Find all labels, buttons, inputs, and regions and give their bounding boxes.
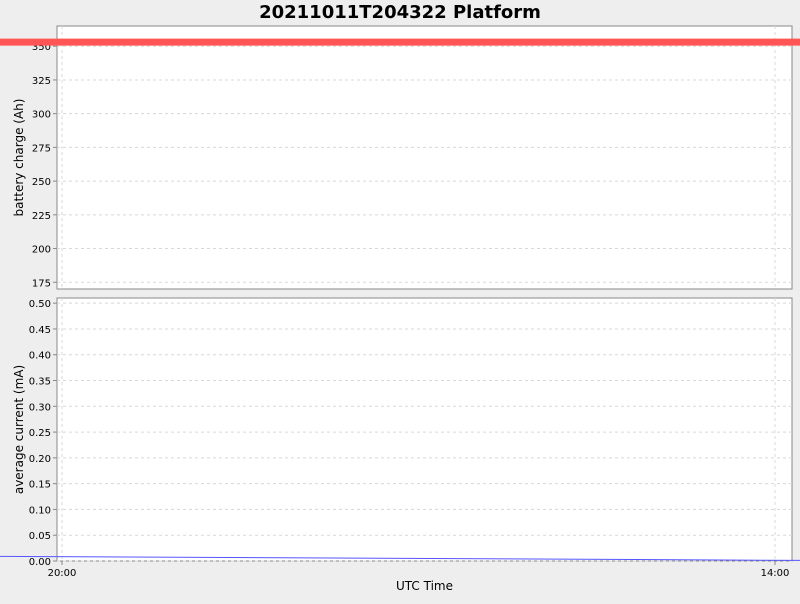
y-tick-label: 175 bbox=[32, 278, 51, 289]
y-tick-label: 0.20 bbox=[29, 454, 51, 465]
x-tick-label: 20:00 bbox=[48, 568, 77, 579]
y-tick-label: 300 bbox=[32, 110, 51, 121]
plot-area-1 bbox=[56, 25, 793, 290]
y-tick-label: 325 bbox=[32, 76, 51, 87]
y-tick-label: 0.45 bbox=[29, 325, 51, 336]
y-axis-label: battery charge (Ah) bbox=[12, 99, 26, 217]
y-tick-label: 200 bbox=[32, 245, 51, 256]
x-axis-label: UTC Time bbox=[396, 579, 453, 593]
y-tick-label: 275 bbox=[32, 143, 51, 154]
y-tick-label: 0.15 bbox=[29, 480, 51, 491]
plot-area-2 bbox=[56, 297, 793, 562]
x-tick-label: 14:00 bbox=[761, 568, 790, 579]
y-tick-label: 225 bbox=[32, 211, 51, 222]
chart-title: 20211011T204322 Platform bbox=[259, 2, 541, 23]
y-tick-label: 0.30 bbox=[29, 402, 51, 413]
y-tick-label: 0.10 bbox=[29, 505, 51, 516]
y-axis-label: average current (mA) bbox=[12, 365, 26, 494]
y-tick-label: 0.05 bbox=[29, 531, 51, 542]
y-tick-label: 250 bbox=[32, 177, 51, 188]
y-tick-label: 0.00 bbox=[29, 557, 51, 568]
y-tick-label: 0.35 bbox=[29, 377, 51, 388]
y-tick-label: 0.50 bbox=[29, 299, 51, 310]
y-tick-label: 0.25 bbox=[29, 428, 51, 439]
y-tick-label: 350 bbox=[32, 42, 51, 53]
y-tick-label: 0.40 bbox=[29, 351, 51, 362]
